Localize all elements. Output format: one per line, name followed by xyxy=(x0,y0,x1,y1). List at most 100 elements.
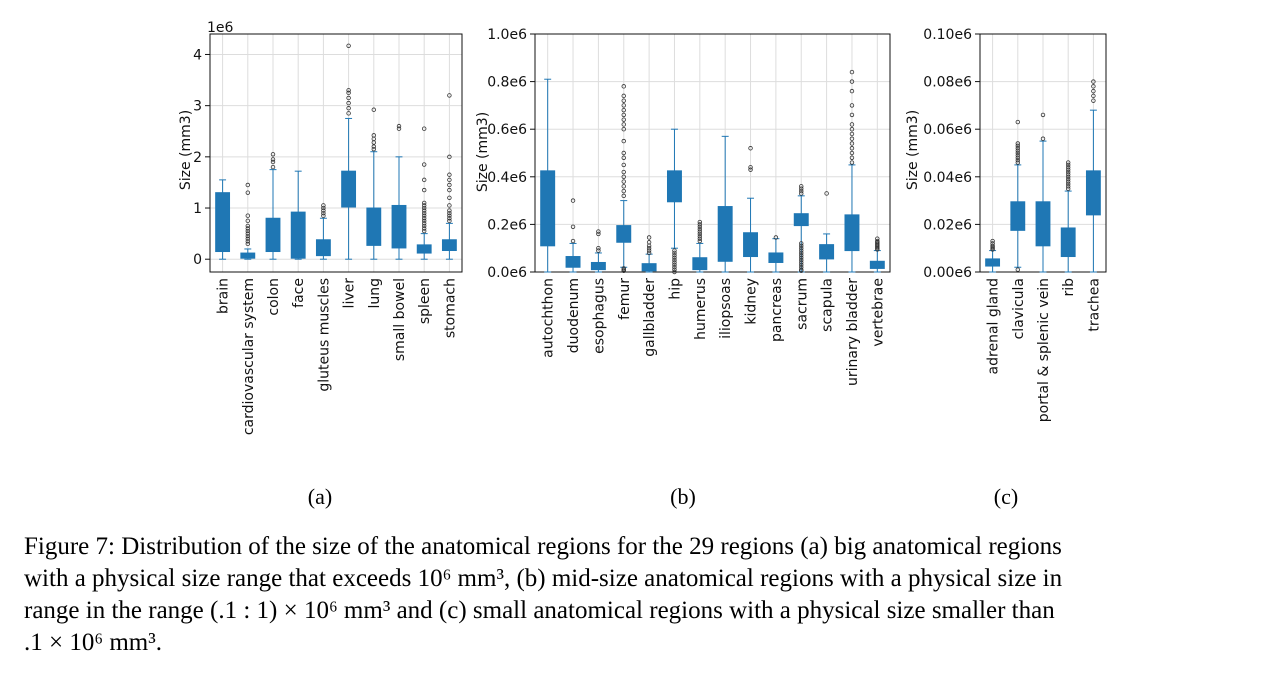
y-tick-label: 0.6e6 xyxy=(487,122,527,138)
x-tick-label: gluteus muscles xyxy=(316,278,332,392)
outlier-point xyxy=(748,146,753,151)
outlier-point xyxy=(447,203,452,208)
box-iqr xyxy=(1035,201,1051,247)
x-tick-label: autochthon xyxy=(541,278,557,358)
outlier-point xyxy=(621,188,626,194)
outlier-point xyxy=(621,184,626,189)
outlier-point xyxy=(1015,267,1020,272)
outlier-point xyxy=(621,93,626,99)
outlier-point xyxy=(570,238,576,244)
outlier-point xyxy=(422,126,427,131)
x-tick-label: liver xyxy=(342,278,358,309)
outlier-point xyxy=(422,223,427,229)
x-tick-label: esophagus xyxy=(591,278,607,354)
caption-line: .1 × 10⁶ mm³. xyxy=(24,629,162,656)
x-tick-label: rib xyxy=(1061,278,1077,297)
outlier-point xyxy=(245,223,250,229)
outlier-point xyxy=(422,218,427,224)
outlier-point xyxy=(422,208,427,213)
box-iqr xyxy=(768,252,784,263)
figure-caption: Figure 7: Distribution of the size of th… xyxy=(24,531,1264,659)
outlier-point xyxy=(245,226,250,231)
outlier-point xyxy=(621,84,626,89)
outlier-point xyxy=(849,150,855,156)
outlier-point xyxy=(422,221,427,226)
x-tick-label: face xyxy=(291,278,307,308)
panel-a-plot: 0 1 2 3 4 brain cardiovascular system colon face… xyxy=(193,33,463,435)
outlier-point xyxy=(672,255,677,260)
outlier-point xyxy=(1015,155,1020,160)
outlier-point xyxy=(672,260,677,265)
outlier-point xyxy=(849,131,855,137)
y-tick-label: 1.0e6 xyxy=(487,27,527,43)
outlier-point xyxy=(1091,93,1096,99)
outlier-point xyxy=(849,155,855,160)
outlier-point xyxy=(270,164,276,170)
x-tick-label: adrenal gland xyxy=(986,278,1002,374)
panel-b-ylabel: Size (mm3) xyxy=(475,112,491,192)
outlier-point xyxy=(697,229,703,234)
outlier-point xyxy=(990,238,995,244)
outlier-point xyxy=(422,226,427,231)
outlier-point xyxy=(245,213,250,218)
outlier-point xyxy=(799,267,804,272)
box-iqr xyxy=(793,213,809,227)
x-tick-label: trachea xyxy=(1086,278,1102,332)
box-face xyxy=(290,170,306,260)
outlier-point xyxy=(447,154,452,160)
outlier-point xyxy=(1065,167,1071,172)
outlier-point xyxy=(1091,88,1096,94)
box-scapula xyxy=(819,191,835,273)
caption-line: with a physical size range that exceeds … xyxy=(24,565,1063,592)
outlier-point xyxy=(1065,162,1071,168)
outlier-point xyxy=(799,188,804,194)
outlier-point xyxy=(371,146,376,152)
outlier-point xyxy=(824,191,829,196)
outlier-point xyxy=(570,224,576,229)
y-tick-label: 0.2e6 xyxy=(487,217,527,233)
box-brain xyxy=(215,179,231,260)
outlier-point xyxy=(245,233,250,239)
outlier-point xyxy=(422,210,427,216)
outlier-point xyxy=(621,193,626,199)
x-tick-label: lung xyxy=(367,278,383,309)
outlier-point xyxy=(875,238,880,244)
box-rib xyxy=(1060,160,1076,273)
box-iqr xyxy=(265,217,281,253)
outlier-point xyxy=(990,243,995,249)
box-gallbladder xyxy=(641,235,657,273)
outlier-point xyxy=(321,203,326,208)
outlier-point xyxy=(422,203,427,208)
outlier-point xyxy=(447,218,452,224)
outlier-point xyxy=(849,141,855,146)
outlier-point xyxy=(646,240,652,245)
outlier-point xyxy=(672,265,677,270)
outlier-point xyxy=(346,90,351,96)
outlier-point xyxy=(596,245,601,251)
box-adrenal-gland xyxy=(985,238,1001,273)
box-iqr xyxy=(1010,201,1026,231)
outlier-point xyxy=(697,236,703,241)
outlier-point xyxy=(1015,157,1020,163)
outlier-point xyxy=(371,133,376,138)
x-tick-label: urinary bladder xyxy=(845,278,861,386)
outlier-point xyxy=(422,213,427,218)
outlier-point xyxy=(1015,141,1020,146)
y-tick-label: 0.04e6 xyxy=(923,170,972,186)
outlier-point xyxy=(621,103,626,108)
box-iqr xyxy=(1060,227,1076,258)
outlier-point xyxy=(875,236,880,241)
panel-a-offset-label: 1e6 xyxy=(207,20,234,36)
x-tick-label: duodenum xyxy=(566,278,582,353)
outlier-point xyxy=(697,219,703,225)
outlier-point xyxy=(849,112,855,118)
outlier-point xyxy=(447,208,452,213)
outlier-point xyxy=(621,138,626,144)
box-sacrum xyxy=(793,184,809,274)
y-tick-label: 2 xyxy=(193,150,202,166)
x-tick-label: kidney xyxy=(744,278,760,325)
outlier-point xyxy=(799,265,804,270)
x-tick-label: gallbladder xyxy=(642,278,658,357)
outlier-point xyxy=(849,79,855,84)
box-vertebrae xyxy=(869,236,885,273)
